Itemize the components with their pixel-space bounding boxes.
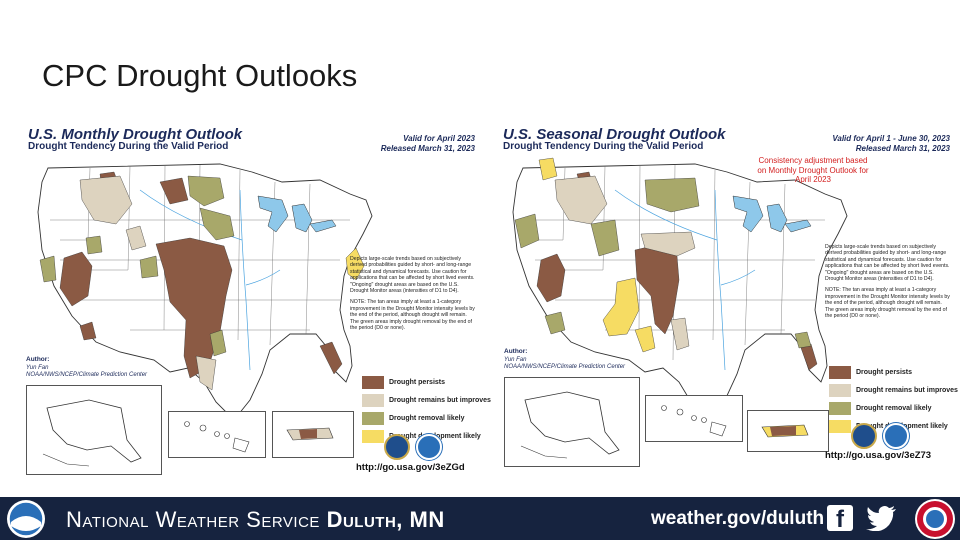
puerto-rico-map: [761, 424, 809, 438]
legend-swatch: [362, 412, 384, 425]
hawaii-map: [661, 405, 727, 437]
office-name: National Weather Service Duluth, MN: [66, 507, 445, 532]
monthly-outlook-map: [37, 163, 373, 421]
map-notes: Depicts large-scale trends based on subj…: [825, 244, 950, 320]
legend-item-improves: Drought remains but improves: [362, 393, 491, 408]
slide-title: CPC Drought Outlooks: [42, 58, 358, 93]
legend-swatch: [829, 384, 851, 397]
agency-logos: [384, 434, 442, 460]
valid-dates: Valid for April 2023 Released March 31, …: [380, 134, 475, 153]
nws-logo: [913, 497, 957, 540]
seasonal-outlook-map: [512, 157, 848, 421]
agency-logos: [851, 423, 909, 449]
map-author: Author: Yun Fan NOAA/NWS/NCEP/Climate Pr…: [26, 356, 148, 378]
alaska-map: [42, 399, 142, 467]
noaa-logo-icon: [416, 434, 442, 460]
hawaii-inset: [645, 395, 743, 442]
twitter-icon[interactable]: [866, 505, 898, 532]
usda-logo-icon: [851, 423, 877, 449]
legend-swatch: [829, 366, 851, 379]
puerto-rico-inset: [272, 411, 354, 458]
usda-logo-icon: [384, 434, 410, 460]
hawaii-map: [184, 421, 250, 453]
alaska-inset: [26, 385, 162, 475]
footer-bar: National Weather Service Duluth, MN weat…: [0, 497, 960, 540]
map-subtitle: Drought Tendency During the Valid Period: [28, 141, 229, 152]
map-title: U.S. Monthly Drought Outlook: [28, 126, 243, 143]
outlook-link[interactable]: http://go.usa.gov/3eZGd: [356, 462, 465, 473]
map-subtitle: Drought Tendency During the Valid Period: [503, 141, 704, 152]
monthly-outlook-panel: U.S. Monthly Drought Outlook Drought Ten…: [20, 120, 491, 480]
alaska-map: [520, 391, 620, 459]
map-author: Author: Yun Fan NOAA/NWS/NCEP/Climate Pr…: [504, 348, 626, 370]
hawaii-inset: [168, 411, 266, 458]
facebook-icon[interactable]: f: [827, 505, 853, 533]
legend-item-persists: Drought persists: [362, 375, 491, 390]
map-notes: Depicts large-scale trends based on subj…: [350, 256, 475, 332]
outlook-link[interactable]: http://go.usa.gov/3eZ73: [825, 450, 932, 461]
legend-item-removal: Drought removal likely: [362, 411, 491, 426]
legend-swatch: [362, 376, 384, 389]
noaa-logo: [7, 500, 45, 538]
legend-swatch: [362, 430, 384, 443]
legend-swatch: [362, 394, 384, 407]
legend-item-improves: Drought remains but improves: [829, 383, 958, 398]
puerto-rico-inset: [747, 410, 829, 452]
legend-item-persists: Drought persists: [829, 365, 958, 380]
valid-dates: Valid for April 1 - June 30, 2023 Releas…: [832, 134, 950, 153]
legend-item-removal: Drought removal likely: [829, 401, 958, 416]
legend-swatch: [829, 420, 851, 433]
consistency-note: Consistency adjustment based on Monthly …: [757, 156, 869, 184]
legend-swatch: [829, 402, 851, 415]
noaa-logo-icon: [883, 423, 909, 449]
puerto-rico-map: [286, 427, 334, 441]
seasonal-outlook-panel: U.S. Seasonal Drought Outlook Drought Te…: [495, 120, 960, 480]
alaska-inset: [504, 377, 640, 467]
office-website-link[interactable]: weather.gov/duluth: [651, 508, 825, 529]
map-title: U.S. Seasonal Drought Outlook: [503, 126, 726, 143]
